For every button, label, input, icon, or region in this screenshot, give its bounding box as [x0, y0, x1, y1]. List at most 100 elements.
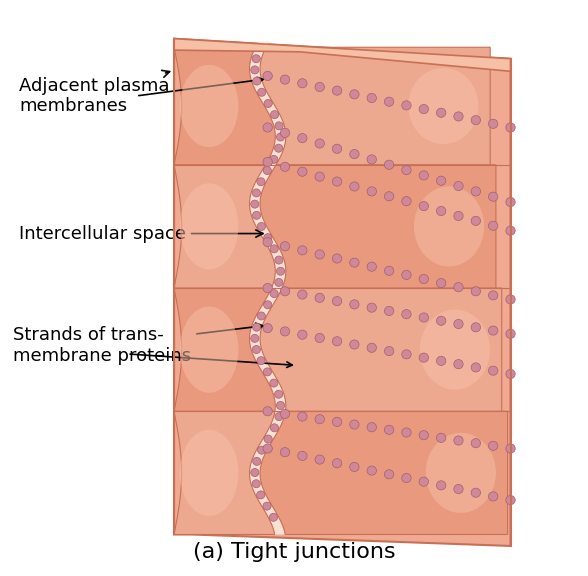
- Circle shape: [252, 323, 260, 331]
- Circle shape: [489, 492, 498, 501]
- Ellipse shape: [180, 183, 238, 270]
- Polygon shape: [260, 165, 496, 288]
- Polygon shape: [174, 411, 275, 535]
- Circle shape: [263, 407, 272, 416]
- Circle shape: [298, 246, 307, 255]
- Polygon shape: [249, 41, 286, 535]
- Circle shape: [367, 262, 376, 271]
- Circle shape: [298, 451, 307, 460]
- Circle shape: [489, 326, 498, 335]
- Circle shape: [280, 327, 290, 336]
- Circle shape: [471, 287, 480, 296]
- Circle shape: [250, 334, 259, 342]
- Circle shape: [280, 75, 290, 84]
- Circle shape: [350, 90, 359, 99]
- Circle shape: [270, 379, 278, 387]
- Circle shape: [471, 488, 480, 497]
- Circle shape: [315, 250, 325, 259]
- Circle shape: [280, 242, 290, 251]
- Circle shape: [275, 278, 283, 286]
- Circle shape: [506, 329, 515, 339]
- Circle shape: [385, 469, 394, 479]
- Circle shape: [350, 258, 359, 267]
- Circle shape: [269, 513, 278, 521]
- Circle shape: [332, 144, 342, 153]
- Circle shape: [298, 134, 307, 143]
- Polygon shape: [174, 39, 510, 546]
- Circle shape: [253, 77, 261, 85]
- Circle shape: [350, 182, 359, 191]
- Circle shape: [263, 444, 272, 453]
- Circle shape: [454, 283, 463, 292]
- Circle shape: [252, 55, 260, 63]
- Circle shape: [252, 480, 260, 488]
- Circle shape: [385, 266, 394, 275]
- Text: Intercellular space: Intercellular space: [19, 225, 263, 242]
- Circle shape: [263, 283, 272, 293]
- Ellipse shape: [420, 309, 490, 390]
- Polygon shape: [174, 165, 275, 288]
- Circle shape: [506, 369, 515, 378]
- Circle shape: [506, 226, 515, 235]
- Circle shape: [250, 200, 259, 208]
- Circle shape: [280, 287, 290, 296]
- Circle shape: [264, 100, 272, 108]
- Circle shape: [263, 324, 272, 333]
- Circle shape: [270, 245, 278, 253]
- Circle shape: [270, 111, 279, 119]
- Circle shape: [419, 313, 429, 322]
- Circle shape: [258, 446, 266, 454]
- Circle shape: [419, 477, 429, 486]
- Polygon shape: [260, 47, 490, 165]
- Circle shape: [419, 353, 429, 362]
- Ellipse shape: [414, 186, 484, 267]
- Circle shape: [252, 211, 260, 219]
- Circle shape: [275, 391, 283, 398]
- Circle shape: [332, 458, 342, 468]
- Ellipse shape: [180, 430, 238, 516]
- Circle shape: [252, 189, 260, 197]
- Circle shape: [350, 300, 359, 309]
- Circle shape: [454, 436, 463, 445]
- Polygon shape: [260, 288, 502, 411]
- Circle shape: [258, 88, 266, 96]
- Circle shape: [315, 172, 325, 181]
- Circle shape: [275, 144, 283, 152]
- Circle shape: [263, 301, 272, 309]
- Circle shape: [402, 350, 411, 359]
- Circle shape: [506, 123, 515, 132]
- Circle shape: [489, 441, 498, 450]
- Circle shape: [256, 491, 265, 499]
- Circle shape: [402, 270, 411, 279]
- Circle shape: [257, 357, 265, 365]
- Circle shape: [280, 448, 290, 457]
- Circle shape: [471, 323, 480, 332]
- Circle shape: [471, 187, 480, 196]
- Circle shape: [367, 423, 376, 432]
- Circle shape: [454, 181, 463, 191]
- Circle shape: [257, 312, 265, 320]
- Circle shape: [263, 166, 272, 175]
- Circle shape: [350, 420, 359, 429]
- Circle shape: [252, 346, 260, 354]
- Circle shape: [276, 133, 285, 141]
- Circle shape: [332, 336, 342, 346]
- Ellipse shape: [180, 306, 238, 393]
- Circle shape: [506, 198, 515, 207]
- Circle shape: [436, 176, 446, 185]
- Circle shape: [385, 160, 394, 169]
- Circle shape: [402, 165, 411, 175]
- Circle shape: [506, 444, 515, 453]
- Circle shape: [263, 234, 272, 242]
- Circle shape: [263, 502, 271, 510]
- Circle shape: [367, 187, 376, 196]
- Text: (a) Tight junctions: (a) Tight junctions: [193, 542, 395, 562]
- Circle shape: [367, 343, 376, 353]
- Circle shape: [419, 171, 429, 180]
- Polygon shape: [174, 47, 275, 165]
- Circle shape: [436, 108, 446, 118]
- Circle shape: [250, 468, 259, 476]
- Circle shape: [489, 291, 498, 300]
- Circle shape: [275, 122, 283, 130]
- Circle shape: [253, 457, 261, 465]
